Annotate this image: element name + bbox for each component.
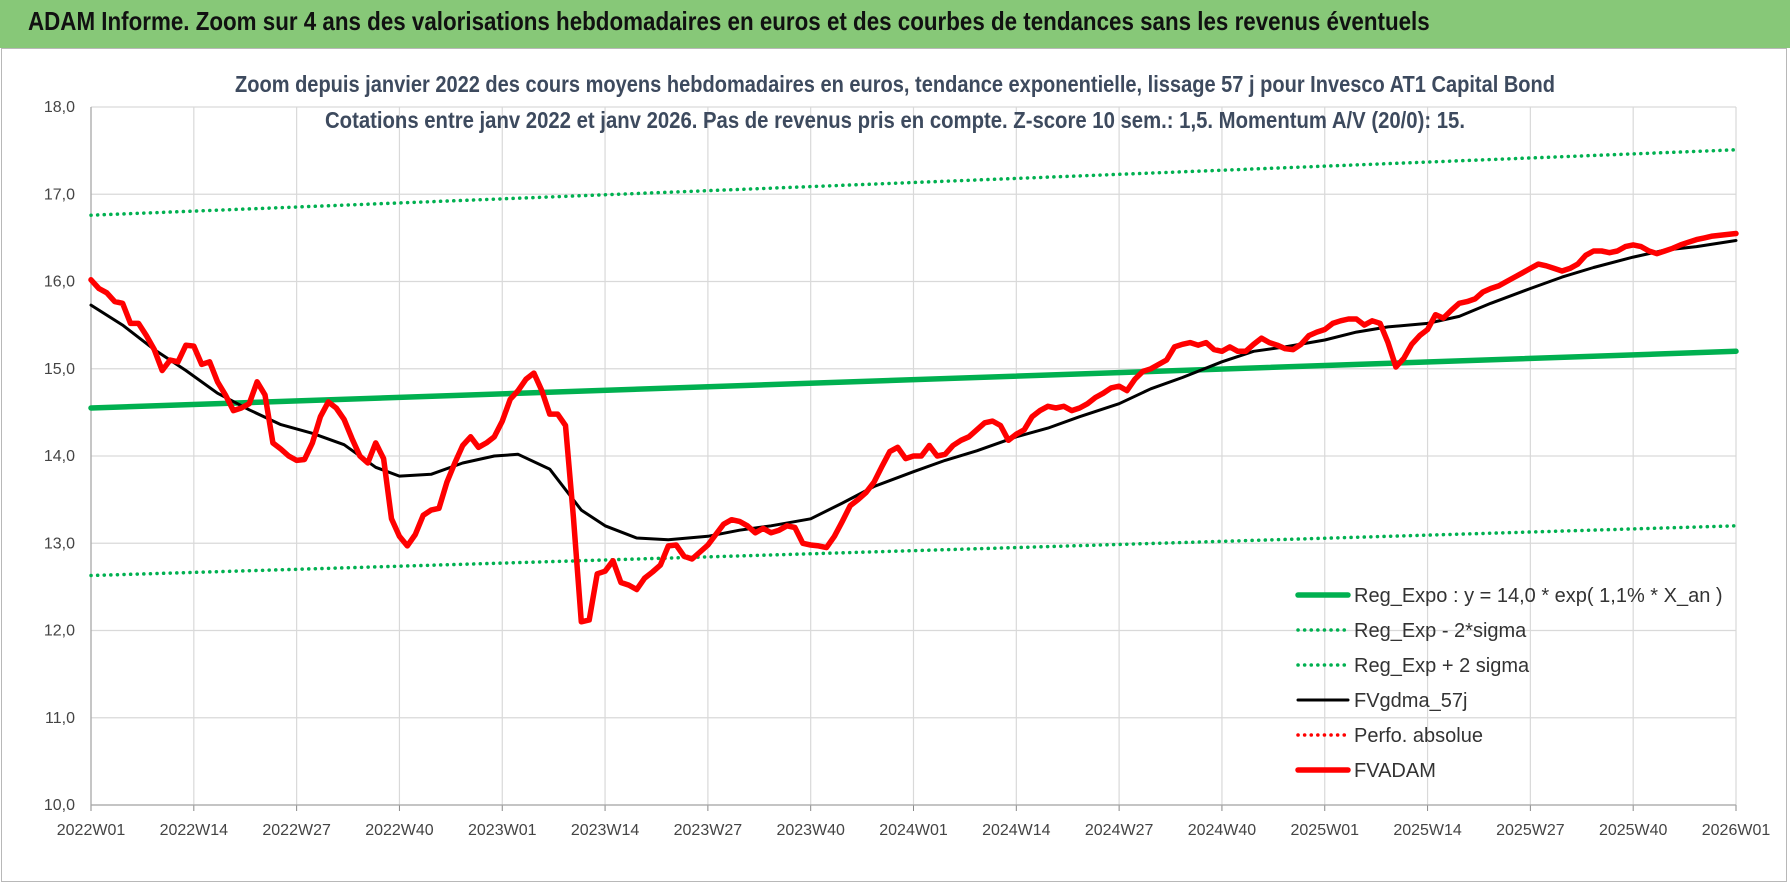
axes: 10,0 11,0 12,0 13,0 14,0 15,0 16,0 17,0 18,0 2022… bbox=[44, 99, 1770, 839]
y-tick-label: 18,0 bbox=[44, 99, 75, 116]
x-tick-label: 2025W27 bbox=[1496, 822, 1565, 839]
legend-label: Reg_Expo : y = 14,0 * exp( 1,1% * X_an ) bbox=[1354, 585, 1723, 607]
chart-titles: Zoom depuis janvier 2022 des cours moyen… bbox=[235, 71, 1555, 133]
grid bbox=[90, 106, 1737, 806]
chart-frame bbox=[1, 48, 1787, 882]
x-tick-label: 2023W27 bbox=[674, 822, 743, 839]
x-tick-label: 2023W14 bbox=[571, 822, 640, 839]
x-tick-label: 2022W40 bbox=[365, 822, 434, 839]
series-line-reg-expo-y-14-0-exp-1-1-x-an bbox=[88, 348, 1739, 411]
x-tick-label: 2022W01 bbox=[57, 822, 126, 839]
report-banner: ADAM Informe. Zoom sur 4 ans des valoris… bbox=[0, 0, 1790, 48]
plot-area bbox=[88, 148, 1739, 625]
y-tick-label: 13,0 bbox=[44, 535, 75, 552]
y-tick-label: 17,0 bbox=[44, 186, 75, 203]
legend-label: Reg_Exp + 2 sigma bbox=[1354, 655, 1530, 677]
x-tick-label: 2023W01 bbox=[468, 822, 537, 839]
x-tick-label: 2023W40 bbox=[776, 822, 845, 839]
series-line-reg-exp-2-sigma bbox=[89, 148, 1738, 217]
x-tick-label: 2024W40 bbox=[1188, 822, 1257, 839]
legend-label: FVADAM bbox=[1354, 760, 1436, 782]
series-line-fvadam bbox=[88, 230, 1739, 625]
x-tick-label: 2022W14 bbox=[160, 822, 229, 839]
x-tick-label: 2024W14 bbox=[982, 822, 1051, 839]
x-tick-label: 2026W01 bbox=[1702, 822, 1771, 839]
y-tick-label: 11,0 bbox=[45, 710, 75, 727]
x-tick-label: 2024W27 bbox=[1085, 822, 1154, 839]
series-line-reg-exp-2-sigma bbox=[89, 524, 1738, 578]
x-tick-label: 2025W01 bbox=[1291, 822, 1360, 839]
y-tick-label: 14,0 bbox=[44, 448, 75, 465]
x-tick-label: 2024W01 bbox=[879, 822, 948, 839]
y-tick-label: 16,0 bbox=[44, 274, 75, 291]
x-tick-label: 2025W14 bbox=[1393, 822, 1462, 839]
chart-subtitle: Cotations entre janv 2022 et janv 2026. … bbox=[325, 107, 1465, 133]
legend: Reg_Expo : y = 14,0 * exp( 1,1% * X_an )… bbox=[1295, 585, 1723, 782]
x-tick-label: 2025W40 bbox=[1599, 822, 1668, 839]
legend-label: FVgdma_57j bbox=[1354, 690, 1467, 712]
legend-label: Reg_Exp - 2*sigma bbox=[1354, 620, 1527, 642]
report-banner-title: ADAM Informe. Zoom sur 4 ans des valoris… bbox=[28, 6, 1430, 36]
x-tick-label: 2022W27 bbox=[262, 822, 331, 839]
y-tick-label: 12,0 bbox=[44, 623, 75, 640]
y-tick-label: 10,0 bbox=[44, 797, 75, 814]
chart-title: Zoom depuis janvier 2022 des cours moyen… bbox=[235, 71, 1555, 97]
legend-label: Perfo. absolue bbox=[1354, 725, 1483, 747]
y-tick-label: 15,0 bbox=[44, 361, 75, 378]
